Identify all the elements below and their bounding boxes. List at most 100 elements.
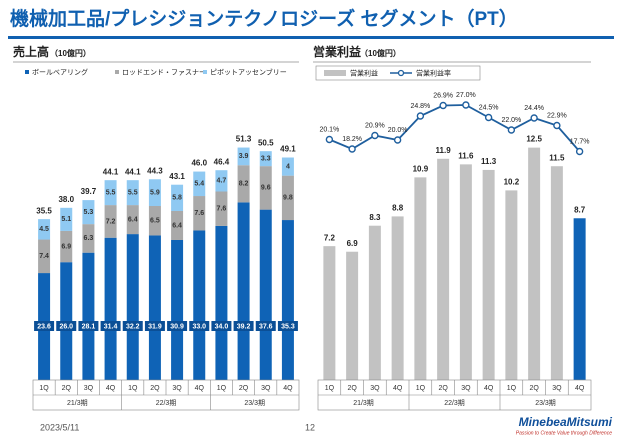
line-marker (530, 114, 538, 122)
legend-label: 営業利益 (350, 68, 378, 77)
chart-title: 営業利益 (313, 44, 361, 59)
x-tick-label: 2Q (239, 385, 249, 392)
value-label: 11.5 (549, 153, 565, 162)
value-label: 5.5 (106, 189, 116, 196)
value-label-box (100, 321, 121, 331)
bar (391, 216, 404, 380)
value-label: 3.3 (261, 155, 271, 162)
value-label: 24.8% (410, 103, 430, 110)
value-label: 8.3 (369, 213, 381, 222)
value-label: 10.2 (504, 177, 520, 186)
value-label-box (144, 321, 165, 331)
bar-segment (281, 220, 294, 380)
x-tick-label: 4Q (106, 385, 116, 392)
value-label: 10.9 (413, 164, 429, 173)
bar (573, 218, 586, 380)
x-tick-label: 4Q (575, 385, 585, 392)
bar (323, 246, 336, 380)
line-marker (462, 101, 470, 109)
bar (505, 190, 518, 380)
bar-segment (38, 219, 51, 240)
x-group-label: 23/3期 (535, 399, 556, 407)
bar-segment (82, 252, 95, 380)
bar-segment (171, 210, 184, 240)
value-label-box (167, 321, 188, 331)
total-label: 44.1 (103, 167, 119, 176)
bar (482, 169, 495, 380)
bar-segment (148, 179, 161, 206)
total-label: 35.5 (36, 206, 52, 215)
line-marker (484, 113, 493, 122)
value-label: 4.5 (39, 226, 49, 233)
value-label-box (277, 321, 298, 331)
bar-segment (259, 151, 272, 167)
bar-segment (281, 157, 294, 176)
value-label: 7.2 (324, 233, 336, 242)
total-label: 46.0 (191, 159, 207, 168)
value-label: 9.6 (261, 185, 271, 192)
bar (437, 158, 450, 380)
value-label: 7.2 (106, 218, 116, 225)
bar-segment (193, 196, 206, 231)
x-tick-label: 2Q (150, 385, 160, 392)
x-group-label: 22/3期 (156, 399, 177, 407)
value-label: 7.6 (217, 206, 227, 213)
value-label: 33.0 (192, 323, 206, 330)
bar-segment (171, 184, 184, 211)
bar-segment (82, 224, 95, 253)
legend-swatch (203, 70, 207, 74)
x-tick-label: 3Q (552, 385, 562, 392)
total-label: 46.4 (214, 157, 230, 166)
bar-segment (193, 230, 206, 380)
value-label: 4.7 (217, 178, 227, 185)
value-label: 6.9 (61, 243, 71, 250)
value-label: 5.9 (150, 189, 160, 196)
line-marker (439, 101, 447, 110)
value-label: 30.9 (170, 323, 184, 330)
x-tick-label: 2Q (438, 385, 448, 392)
value-label: 6.5 (150, 218, 160, 225)
x-tick-label: 3Q (172, 385, 182, 392)
value-label: 23.6 (37, 323, 51, 330)
value-label: 20.1% (319, 126, 339, 133)
slide-title: 機械加工品/プレシジョンテクノロジーズ セグメント（PT） (10, 7, 518, 30)
bar-segment (237, 147, 250, 166)
value-label: 11.3 (481, 157, 497, 166)
footer-date: 2023/5/11 (40, 422, 79, 432)
bar (550, 166, 563, 380)
x-tick-label: 1Q (39, 385, 49, 392)
value-label-box (78, 321, 99, 331)
value-label-box (122, 321, 143, 331)
value-label: 6.4 (128, 216, 138, 223)
total-label: 50.5 (258, 138, 274, 147)
value-label: 31.4 (104, 323, 118, 330)
bar-segment (237, 165, 250, 203)
chart-unit: （10億円） (360, 48, 401, 58)
value-label: 11.6 (458, 151, 474, 160)
bar-segment (104, 237, 117, 380)
value-label: 8.8 (392, 204, 404, 213)
x-tick-label: 2Q (347, 385, 357, 392)
value-label: 5.3 (84, 209, 94, 216)
value-label: 9.8 (283, 195, 293, 202)
bar-segment (38, 239, 51, 274)
x-tick-label: 1Q (507, 385, 517, 392)
bar-segment (126, 205, 139, 235)
legend-swatch (25, 70, 29, 74)
value-label: 22.0% (501, 117, 521, 124)
bar-segment (281, 175, 294, 221)
legend-label: ボールベアリング (32, 67, 88, 76)
value-label: 8.7 (574, 205, 586, 214)
bar-segment (193, 171, 206, 197)
logo: MinebeaMitsumi (519, 415, 613, 429)
value-label: 26.0 (59, 323, 73, 330)
value-label: 32.2 (126, 323, 140, 330)
x-group-label: 21/3期 (67, 399, 88, 407)
value-label: 6.3 (84, 235, 94, 242)
total-label: 43.1 (169, 172, 185, 181)
x-tick-label: 1Q (128, 385, 138, 392)
line-marker (507, 126, 516, 134)
bar-segment (82, 200, 95, 225)
value-label-box (211, 321, 232, 331)
